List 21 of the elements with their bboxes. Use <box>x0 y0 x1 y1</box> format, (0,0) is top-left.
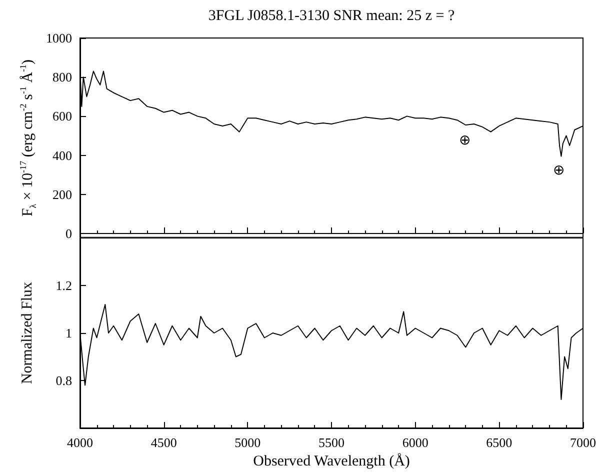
y-tick-label: 1 <box>66 326 72 340</box>
x-tick-label: 5000 <box>234 435 261 450</box>
y-tick-label: 1000 <box>46 30 72 46</box>
y-tick-label: 0.8 <box>56 373 72 388</box>
y-tick-label: 0 <box>66 226 72 241</box>
y-axis-title: Normalized Flux <box>20 282 36 384</box>
y-tick-label: 600 <box>52 108 72 124</box>
y-tick-label: 1.2 <box>56 278 72 293</box>
x-tick-label: 6000 <box>402 435 428 450</box>
chart-title: 3FGL J0858.1-3130 SNR mean: 25 z = ? <box>207 8 456 25</box>
y-tick-label: 400 <box>52 148 72 163</box>
x-tick-label: 4000 <box>67 435 93 450</box>
y-tick-label: 200 <box>52 186 72 202</box>
x-tick-label: 7000 <box>570 435 596 450</box>
y-tick-label: 800 <box>52 70 72 85</box>
annotation: ⊕ <box>459 134 471 148</box>
annotation: ⊕ <box>553 164 565 178</box>
x-tick-label: 4500 <box>150 435 177 450</box>
x-axis-title: Observed Wavelength (Å) <box>253 452 410 470</box>
x-tick-label: 6500 <box>486 435 512 450</box>
x-tick-label: 5500 <box>318 435 344 450</box>
